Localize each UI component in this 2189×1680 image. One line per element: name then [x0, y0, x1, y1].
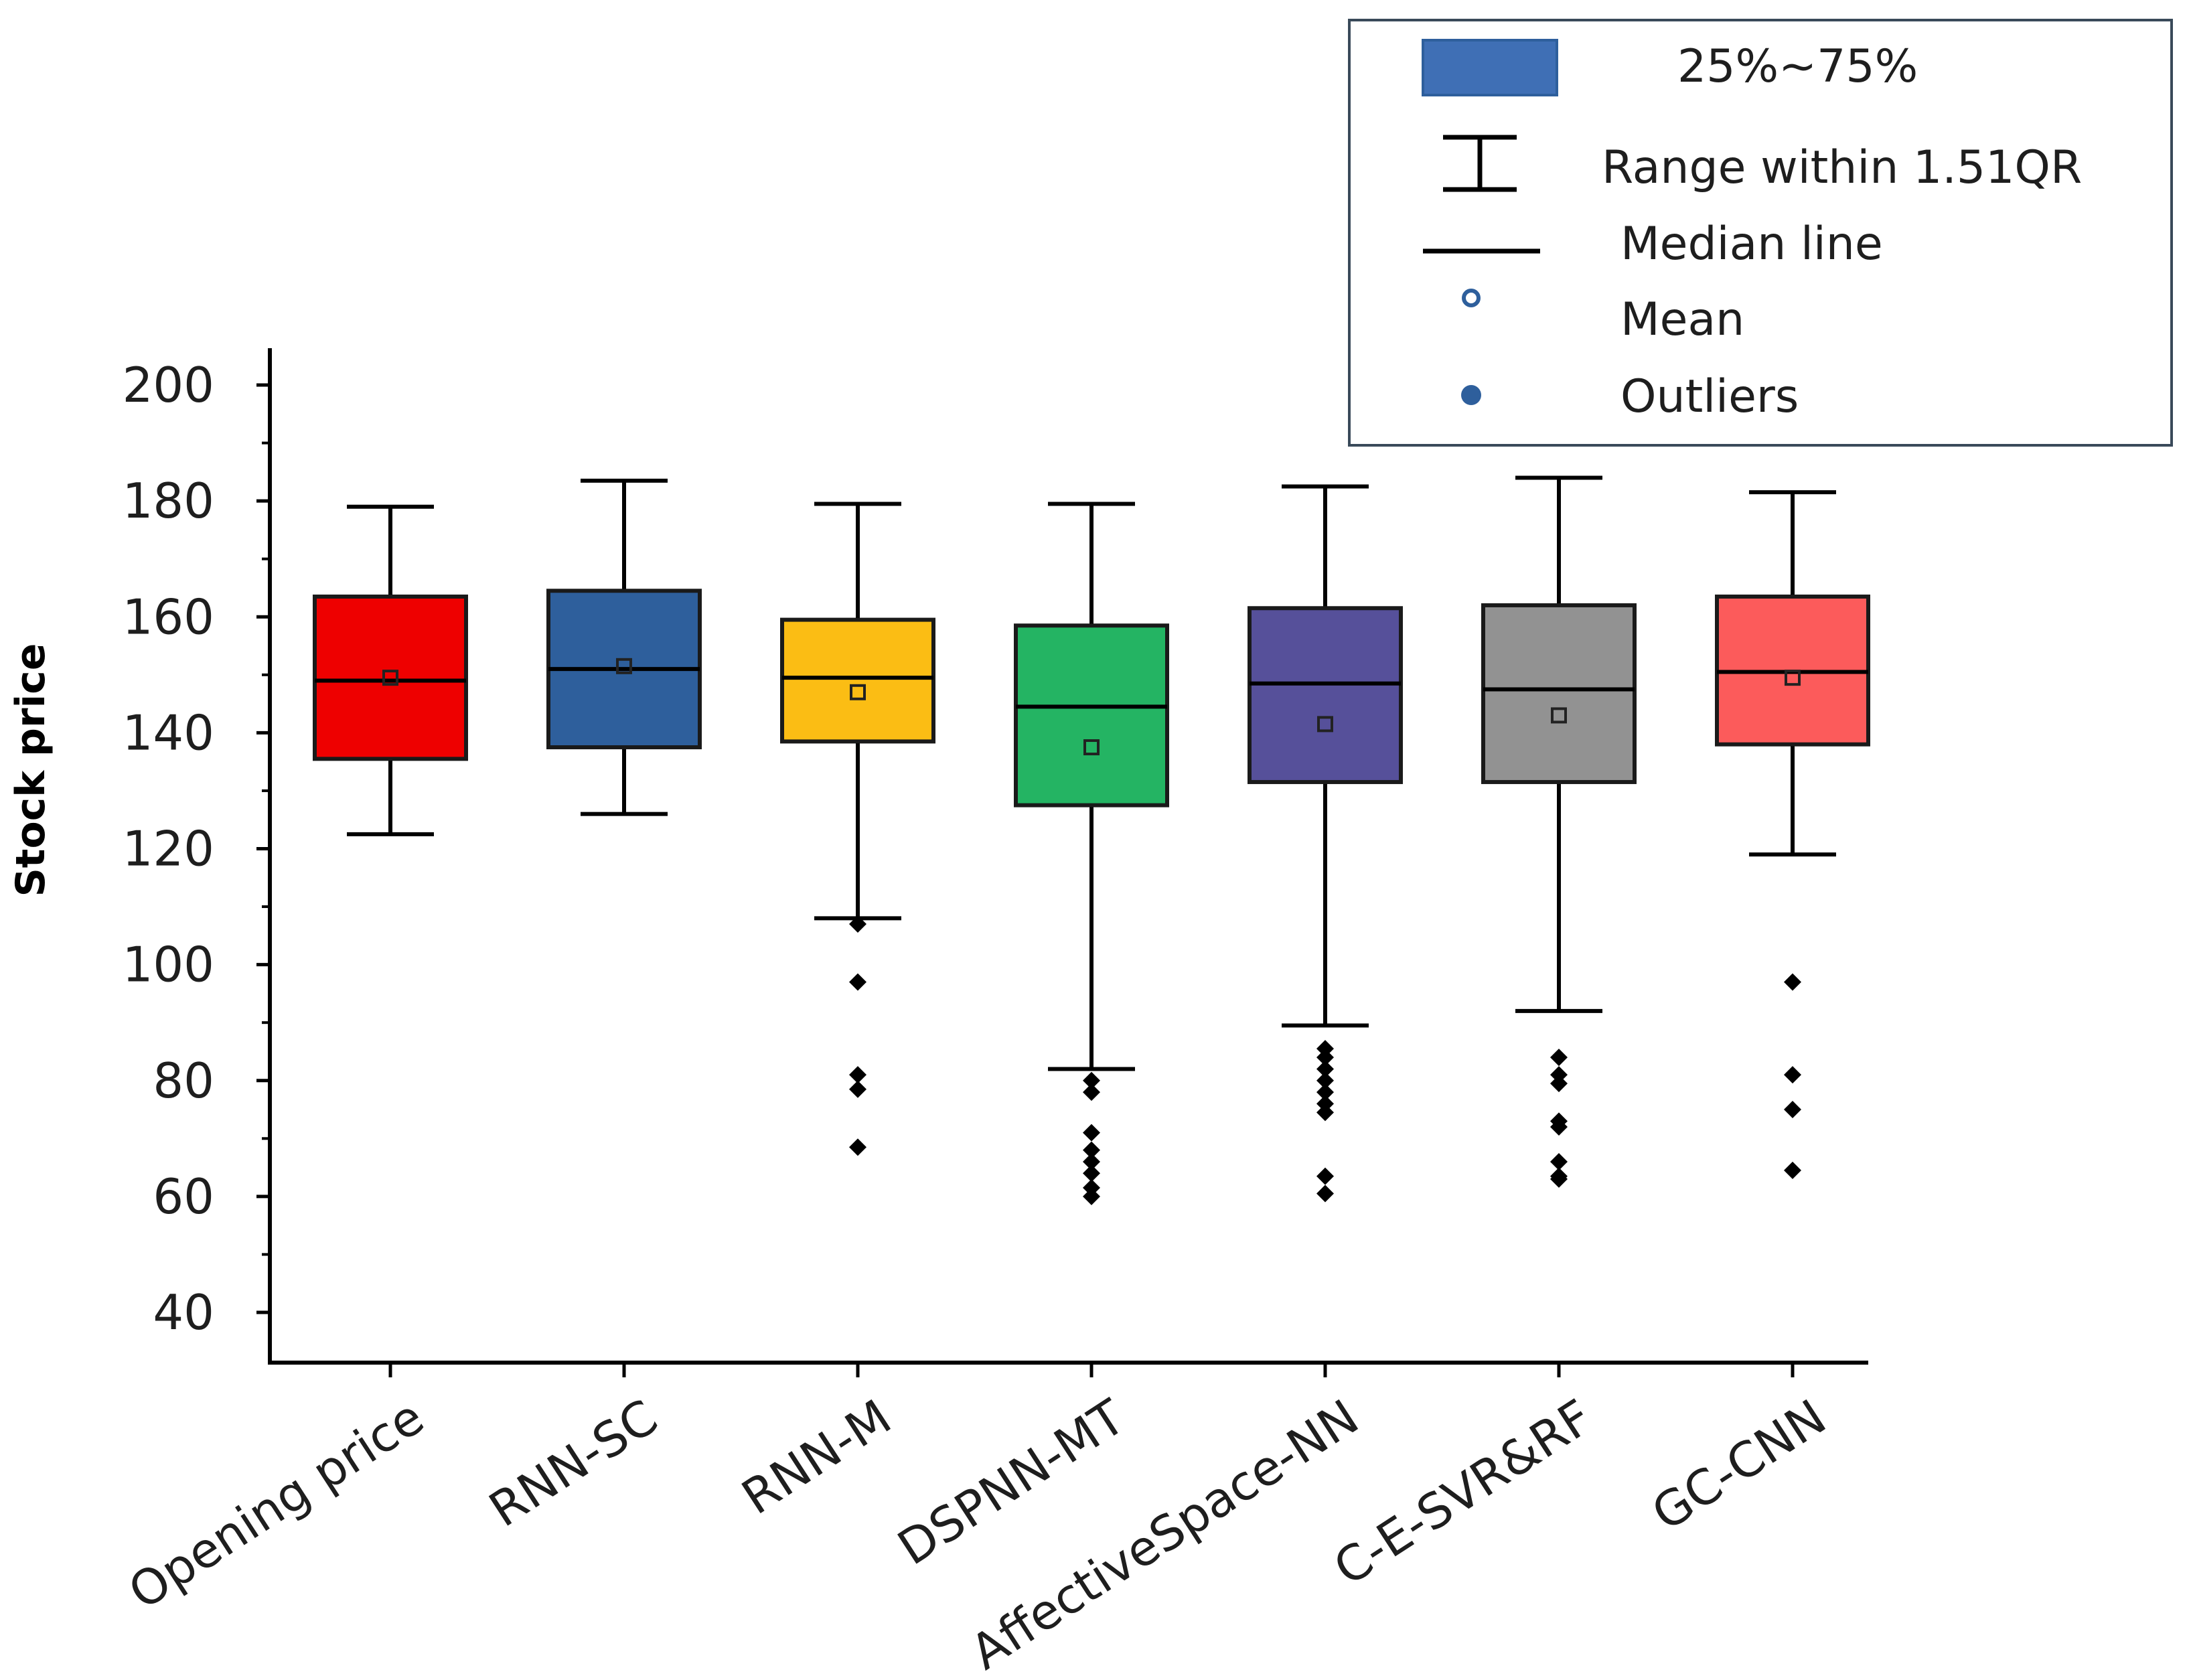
- mean-marker: [382, 670, 398, 686]
- box-series: [313, 475, 1870, 1205]
- iqr-box: [313, 594, 468, 761]
- outlier-point: [1784, 1161, 1801, 1179]
- legend-label-outliers: Outliers: [1620, 370, 1799, 423]
- box-group: [546, 478, 702, 816]
- y-tick-label: 200: [123, 357, 214, 413]
- outlier-point: [849, 1138, 866, 1156]
- outlier-point: [1550, 1170, 1568, 1188]
- outlier-point: [849, 915, 866, 933]
- x-category-label: GC-CNN: [1642, 1389, 1835, 1541]
- y-axis-ticks: 40 60 80 100 120 140 160 180 200: [123, 357, 270, 1341]
- y-tick-label: 100: [123, 937, 214, 993]
- outlier-point: [1550, 1152, 1568, 1170]
- mean-marker: [616, 658, 632, 674]
- iqr-box: [780, 617, 935, 744]
- outlier-point: [1784, 973, 1801, 991]
- outlier-point: [849, 973, 866, 991]
- outlier-point: [1083, 1141, 1100, 1159]
- outlier-point: [1316, 1049, 1334, 1067]
- outlier-point: [1083, 1187, 1100, 1205]
- outlier-point: [1083, 1164, 1100, 1182]
- outlier-point: [849, 1066, 866, 1084]
- outlier-point: [1550, 1118, 1568, 1136]
- outlier-point: [1083, 1071, 1100, 1089]
- legend-label-whisker: Range within 1.51QR: [1602, 141, 2082, 194]
- iqr-box: [1014, 623, 1169, 808]
- outlier-point: [1083, 1124, 1100, 1142]
- iqr-box: [1248, 606, 1403, 784]
- y-tick-label: 40: [153, 1284, 214, 1341]
- legend-box-swatch: [1422, 39, 1558, 96]
- x-category-label: C-E-SVR&RF: [1324, 1389, 1602, 1596]
- y-tick-label: 120: [123, 821, 214, 877]
- x-axis-category-labels: Opening price RNN-SC RNN-MDSPNN-MTAffectiv…: [119, 1363, 1835, 1680]
- outlier-point: [1316, 1167, 1334, 1185]
- x-category-label: Opening price: [119, 1389, 433, 1620]
- y-tick-label: 180: [123, 473, 214, 529]
- box-group: [1248, 484, 1403, 1203]
- box-group: [1715, 490, 1870, 1179]
- outlier-point: [1550, 1049, 1568, 1067]
- y-tick-label: 60: [153, 1168, 214, 1225]
- outlier-point: [1784, 1101, 1801, 1119]
- outlier-point: [1083, 1083, 1100, 1101]
- box-group: [1481, 475, 1637, 1188]
- y-tick-label: 140: [123, 704, 214, 761]
- box-group: [313, 504, 468, 836]
- outlier-point: [1316, 1103, 1334, 1122]
- box-group: [780, 502, 935, 1156]
- outlier-point: [1316, 1071, 1334, 1089]
- outlier-point: [1316, 1060, 1334, 1078]
- legend-label-mean: Mean: [1620, 293, 1744, 346]
- y-tick-label: 80: [153, 1053, 214, 1109]
- iqr-box: [1481, 603, 1637, 784]
- mean-marker: [1551, 707, 1567, 724]
- mean-marker: [1083, 739, 1100, 756]
- legend-label-box: 25%~75%: [1677, 40, 1918, 93]
- x-category-label: RNN-M: [732, 1389, 901, 1525]
- outlier-point: [1784, 1066, 1801, 1084]
- y-tick-label: 160: [123, 589, 214, 645]
- outlier-point: [1316, 1083, 1334, 1101]
- x-category-label: AffectiveSpace-NN: [961, 1389, 1368, 1680]
- x-category-label: RNN-SC: [479, 1389, 667, 1538]
- outlier-point: [1550, 1075, 1568, 1093]
- legend: 25%~75% Range within 1.51QR Median line …: [1348, 19, 2173, 447]
- outlier-point: [849, 1080, 866, 1098]
- axes: [268, 348, 1868, 1365]
- y-axis-label: Stock price: [7, 643, 54, 897]
- legend-label-median: Median line: [1620, 218, 1883, 271]
- mean-marker: [1785, 670, 1801, 686]
- mean-marker: [1317, 716, 1333, 733]
- box-group: [1014, 502, 1169, 1205]
- outlier-point: [1316, 1185, 1334, 1203]
- legend-outlier-icon: [1461, 385, 1481, 405]
- mean-marker: [850, 684, 866, 700]
- legend-whisker-icon: [1443, 135, 1517, 192]
- legend-mean-icon: [1462, 289, 1481, 307]
- outlier-point: [1083, 1152, 1100, 1170]
